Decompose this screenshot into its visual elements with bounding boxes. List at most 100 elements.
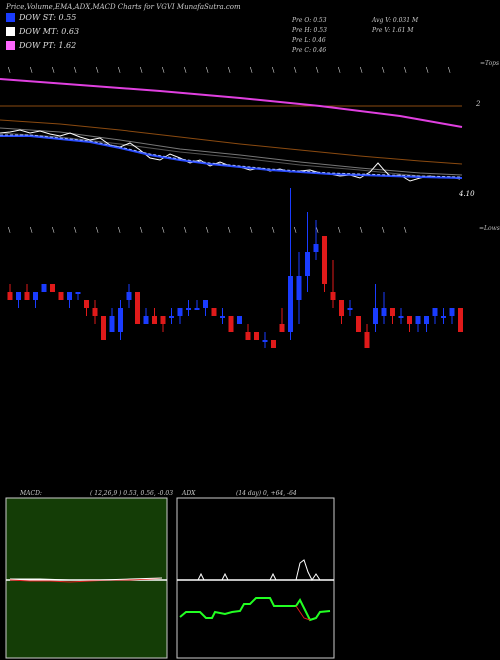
dow-pt-line	[0, 78, 463, 128]
macd-signal-line	[10, 577, 163, 581]
candle-body	[415, 316, 421, 324]
legend-dow-st: DOW ST: 0.55	[6, 13, 76, 22]
candle-body	[347, 308, 353, 310]
dow-st-line	[0, 135, 463, 179]
lows-mark: \	[184, 226, 187, 234]
candle-body	[41, 284, 47, 292]
tops-mark: \	[250, 66, 253, 74]
macd-line	[9, 577, 163, 583]
candle-body	[24, 292, 30, 300]
candle-body	[407, 316, 412, 324]
candle-body	[373, 308, 378, 324]
candle-body	[237, 316, 242, 324]
candle-body	[271, 340, 276, 348]
candle-body	[220, 316, 225, 318]
price-tag-label: 4.10	[459, 190, 475, 198]
legend-label-st: DOW ST: 0.55	[19, 13, 77, 22]
candle-body	[143, 316, 149, 324]
tops-mark: \	[8, 66, 11, 74]
grey-ema-line-2	[0, 132, 463, 179]
candle-body	[296, 276, 302, 300]
lows-mark: \	[162, 226, 165, 234]
candle-body	[33, 292, 38, 300]
tops-mark: \	[272, 66, 275, 74]
adx-title: ADX	[182, 490, 196, 497]
lows-marks: \ \ \ \ \ \ \ \ \ \ \ \ \ \ \ \ \ \ \	[8, 226, 407, 234]
candle-body	[84, 300, 89, 308]
lows-mark: \	[30, 226, 33, 234]
candle-body	[75, 292, 81, 294]
candle-body	[194, 308, 200, 310]
candle-body	[458, 308, 463, 332]
candle-body	[424, 316, 429, 324]
lows-mark: \	[338, 226, 341, 234]
candle-body	[169, 316, 174, 318]
candle-body	[279, 324, 285, 332]
candle-body	[126, 292, 132, 300]
candle-body	[16, 292, 21, 300]
tops-mark: \	[404, 66, 407, 74]
candle-body	[313, 244, 319, 252]
adx-di-plus-line	[180, 559, 330, 581]
tops-mark: \	[294, 66, 297, 74]
lows-mark: \	[206, 226, 209, 234]
lows-mark: \	[250, 226, 253, 234]
candle-body	[339, 300, 344, 316]
candle-body	[254, 332, 259, 340]
candle-body	[381, 308, 387, 316]
candle-body	[330, 292, 336, 300]
grey-ema-line-1	[0, 127, 463, 176]
tops-mark: \	[228, 66, 231, 74]
macd-panel	[5, 497, 168, 659]
adx-params: (14 day) 0, +64, -64	[236, 490, 297, 497]
candle-body	[177, 308, 183, 316]
lows-mark: \	[228, 226, 231, 234]
tops-mark: \	[162, 66, 165, 74]
st-dash-line	[0, 134, 463, 178]
tops-marks: \ \ \ \ \ \ \ \ \ \ \ \ \ \ \ \ \ \ \ \ \	[8, 66, 451, 74]
adx-red-line	[295, 605, 311, 621]
prev-low: Pre L: 0.46	[292, 37, 326, 44]
lows-label: =Lows	[479, 225, 500, 232]
candle-body	[101, 316, 106, 340]
lows-mark: \	[272, 226, 275, 234]
tops-mark: \	[338, 66, 341, 74]
legend-dow-mt: DOW MT: 0.63	[6, 27, 79, 36]
lows-mark: \	[96, 226, 99, 234]
adx-green-line	[179, 597, 331, 622]
lows-mark: \	[52, 226, 55, 234]
lows-mark: \	[316, 226, 319, 234]
prev-open: Pre O: 0.53	[292, 17, 327, 24]
level-2-label: 2	[476, 100, 481, 108]
candle-body	[203, 300, 208, 308]
tops-mark: \	[448, 66, 451, 74]
candle-body	[356, 316, 361, 332]
candlesticks	[7, 188, 463, 348]
candle-body	[245, 332, 251, 340]
candle-body	[50, 284, 55, 292]
tops-mark: \	[426, 66, 429, 74]
lows-mark: \	[118, 226, 121, 234]
tops-mark: \	[96, 66, 99, 74]
candle-body	[152, 316, 157, 324]
legend-swatch-st	[6, 13, 15, 22]
lows-mark: \	[140, 226, 143, 234]
candle-body	[92, 308, 98, 316]
lows-mark: \	[8, 226, 11, 234]
candle-body	[160, 316, 166, 324]
candle-body	[228, 316, 234, 332]
orange-ema-line	[0, 119, 463, 165]
tops-label: =Tops	[480, 60, 500, 67]
lows-mark: \	[74, 226, 77, 234]
prev-high: Pre H: 0.53	[292, 27, 327, 34]
candle-body	[118, 308, 123, 332]
candle-body	[135, 292, 140, 324]
candle-body	[288, 276, 293, 332]
prev-ohlc: Pre O: 0.53 Pre H: 0.53 Pre L: 0.46 Pre …	[292, 16, 327, 56]
candle-body	[262, 340, 268, 342]
candle-body	[364, 332, 370, 348]
avg-volume: Avg V: 0.031 M	[372, 17, 419, 24]
candle-body	[322, 236, 327, 284]
legend-dow-pt: DOW PT: 1.62	[6, 41, 76, 50]
